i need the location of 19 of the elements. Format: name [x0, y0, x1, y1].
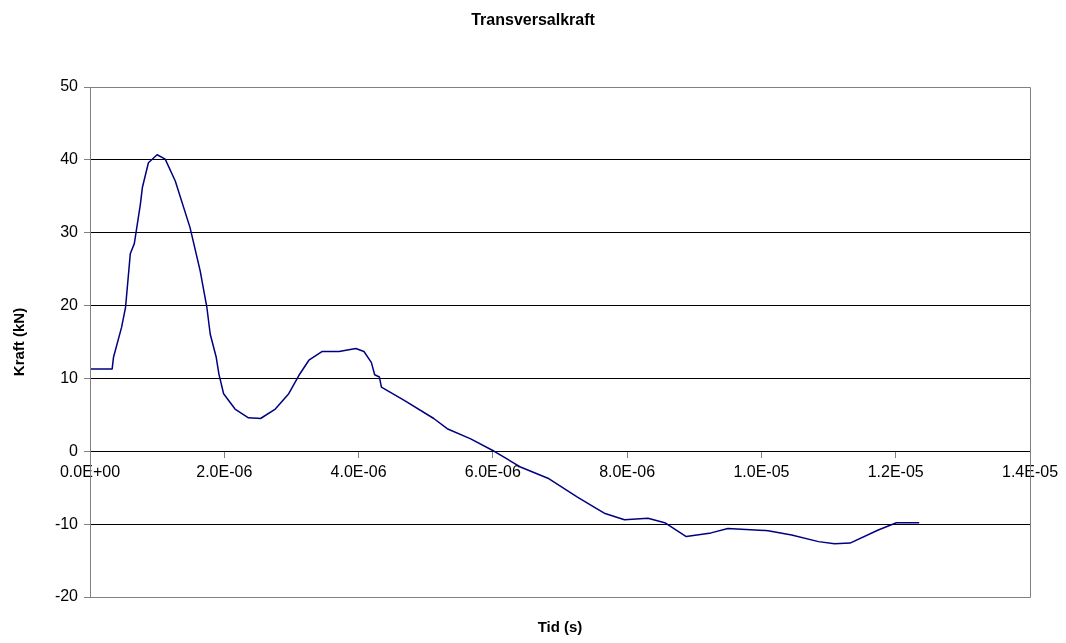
- x-tick-label: 4.0E-06: [330, 463, 387, 481]
- chart-title: Transversalkraft: [471, 11, 596, 29]
- y-tick-label: 20: [60, 295, 79, 313]
- x-axis-title: Tid (s): [537, 618, 583, 636]
- x-tick-label: 1.0E-05: [733, 463, 790, 481]
- y-tick-label: -20: [54, 587, 79, 605]
- x-tick-label: 1.2E-05: [867, 463, 924, 481]
- y-tick-label: 50: [60, 77, 79, 95]
- y-tick-label: -10: [54, 514, 79, 532]
- x-tick-label: 1.4E-05: [1001, 463, 1059, 481]
- y-tick-label: 30: [60, 223, 79, 241]
- x-tick-label: 2.0E-06: [196, 463, 253, 481]
- y-tick-label: 40: [60, 150, 79, 168]
- x-tick-label: 8.0E-06: [599, 463, 656, 481]
- x-tick-label: 0.0E+00: [59, 463, 121, 481]
- y-axis-title: Kraft (kN): [10, 307, 28, 377]
- x-tick-label: 6.0E-06: [464, 463, 521, 481]
- y-tick-label: 0: [69, 441, 79, 459]
- y-tick-label: 10: [60, 368, 79, 386]
